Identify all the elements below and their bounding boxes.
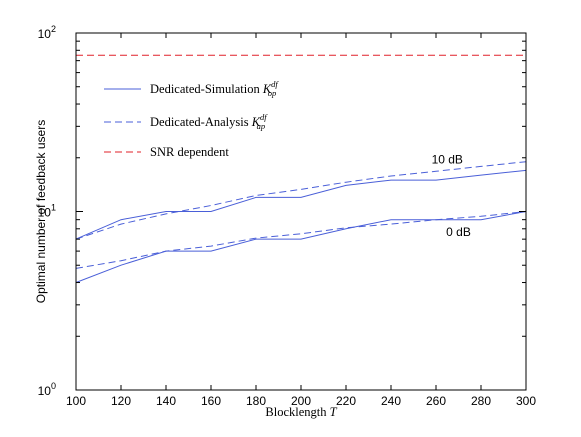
- x-tick-label: 260: [426, 394, 446, 408]
- series-line-1: [75, 161, 527, 240]
- series-line-3: [75, 211, 527, 269]
- x-tick-label: 180: [246, 394, 266, 408]
- x-tick-label: 280: [471, 394, 491, 408]
- x-tick-label: 120: [111, 394, 131, 408]
- x-tick-label: 240: [381, 394, 401, 408]
- x-tick-label: 100: [66, 394, 86, 408]
- x-tick-label: 220: [336, 394, 356, 408]
- x-tick-label: 160: [201, 394, 221, 408]
- legend-entry-0: Dedicated-Simulation Kdf op: [150, 79, 279, 98]
- series-line-2: [75, 211, 527, 283]
- x-tick-label: 300: [516, 394, 536, 408]
- y-axis-label: Optimal number of feedback users: [34, 120, 48, 303]
- y-tick-label: 101: [38, 203, 56, 220]
- x-tick-label: 140: [156, 394, 176, 408]
- x-axis-label: Blocklength T: [265, 405, 337, 419]
- y-tick-label: 100: [38, 381, 56, 398]
- plot-frame: [75, 32, 527, 391]
- legend-entry-1: Dedicated-Analysis Kdf ap: [150, 112, 268, 131]
- annotation-0: 10 dB: [432, 153, 463, 167]
- y-tick-label: 102: [38, 24, 56, 41]
- series-line-0: [75, 169, 527, 240]
- annotation-1: 0 dB: [446, 225, 471, 239]
- x-tick-label: 200: [291, 394, 311, 408]
- legend-entry-2: SNR dependent: [150, 145, 229, 159]
